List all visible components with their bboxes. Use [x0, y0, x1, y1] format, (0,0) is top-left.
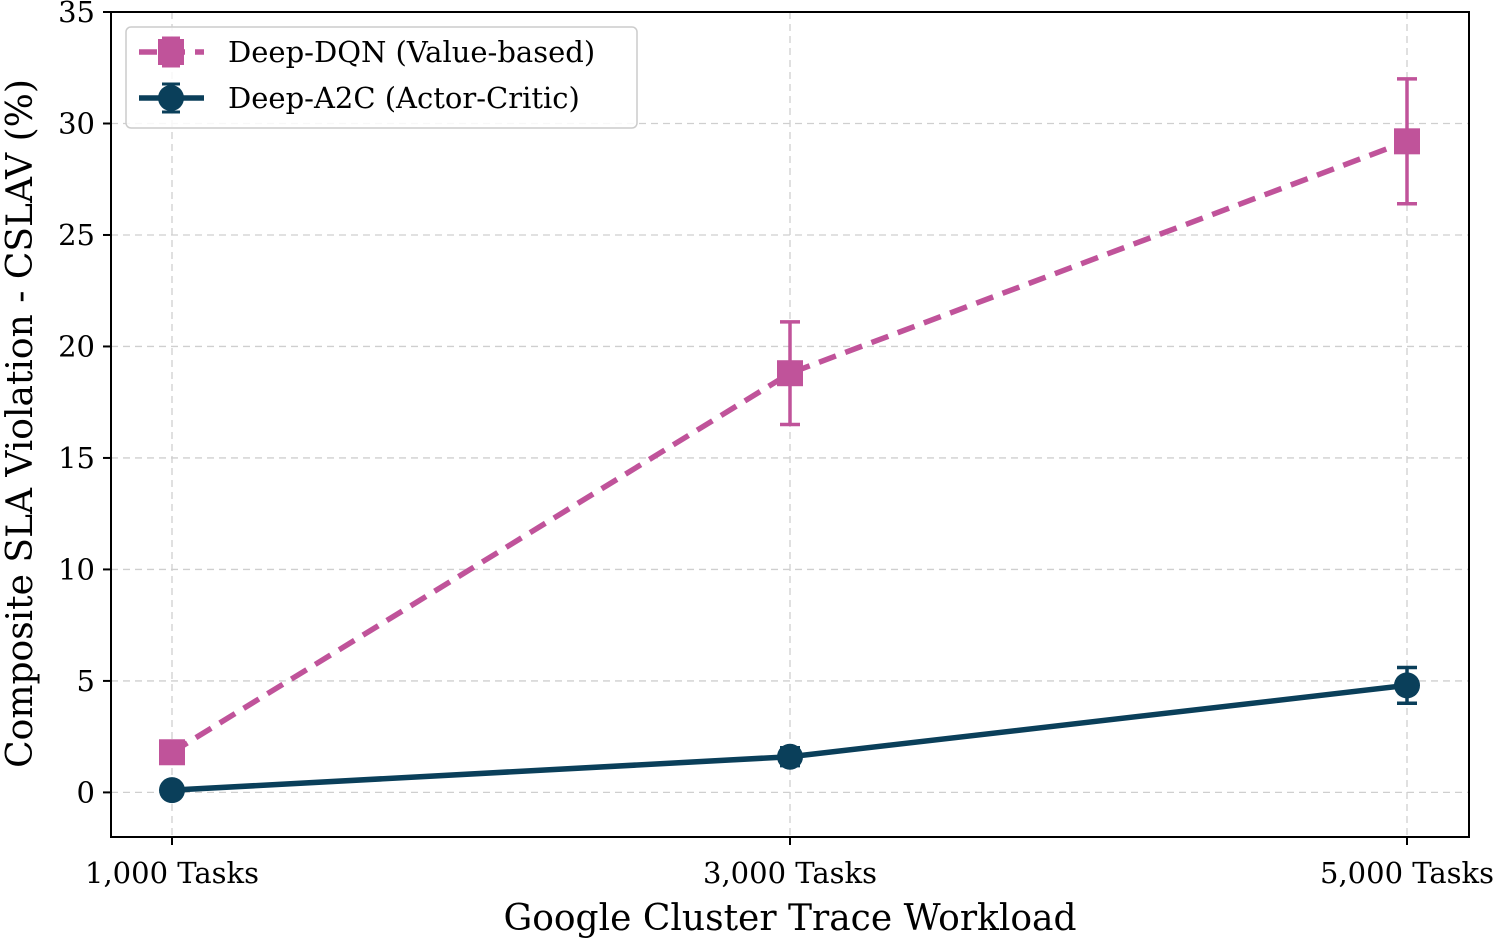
x-tick-label: 1,000 Tasks [85, 856, 259, 890]
x-tick-label: 5,000 Tasks [1320, 856, 1494, 890]
data-point [158, 39, 184, 65]
y-tick-label: 25 [58, 218, 95, 252]
y-tick-label: 15 [58, 441, 95, 475]
legend-item: Deep-A2C (Actor-Critic) [139, 81, 580, 115]
legend-item: Deep-DQN (Value-based) [139, 35, 595, 69]
legend: Deep-DQN (Value-based) Deep-A2C (Actor-Cr… [125, 26, 638, 129]
data-point [158, 85, 184, 111]
data-point [1394, 128, 1420, 155]
y-tick-label: 5 [77, 664, 95, 698]
y-tick-label: 35 [58, 0, 95, 29]
x-tick-label: 3,000 Tasks [703, 856, 877, 890]
y-tick-label: 20 [58, 329, 95, 363]
y-axis-title: Composite SLA Violation - CSLAV (%) [0, 79, 41, 768]
data-point [1394, 672, 1420, 699]
legend-label: Deep-A2C (Actor-Critic) [228, 81, 580, 115]
data-point [159, 777, 185, 804]
y-tick-label: 30 [58, 106, 95, 140]
tick-layer: 0 5 10 15 20 25 30 35 1,000 Tasks 3,000 Tasks 5,00… [58, 0, 1494, 890]
data-point [159, 739, 185, 766]
data-point [777, 360, 803, 387]
series-1 [159, 77, 1420, 766]
series-layer [159, 77, 1420, 804]
data-point [777, 743, 803, 770]
series-2 [159, 665, 1420, 804]
x-axis-title: Google Cluster Trace Workload [503, 898, 1076, 939]
series-line [170, 138, 1408, 755]
y-tick-label: 10 [58, 552, 95, 586]
legend-box [125, 26, 638, 129]
y-tick-label: 0 [77, 775, 95, 809]
legend-label: Deep-DQN (Value-based) [228, 35, 595, 69]
